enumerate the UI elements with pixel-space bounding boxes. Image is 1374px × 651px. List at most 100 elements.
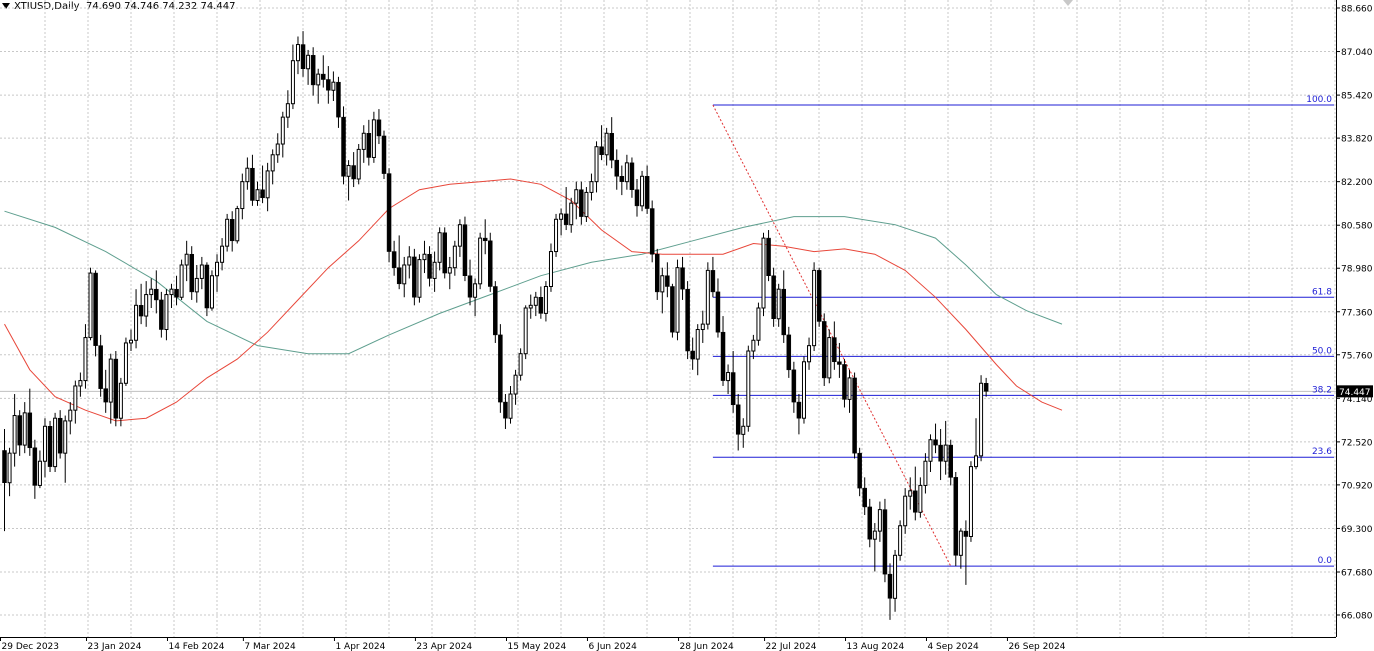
candle-body-bear[interactable] <box>619 176 625 182</box>
candle-body-bull[interactable] <box>134 304 139 341</box>
candle-body-bull[interactable] <box>356 148 361 180</box>
candle-body-bull[interactable] <box>569 202 574 226</box>
candle-body-bear[interactable] <box>376 119 382 137</box>
candle-body-bull[interactable] <box>437 232 442 263</box>
candle-body-bear[interactable] <box>953 477 959 556</box>
candle-body-bull[interactable] <box>68 409 73 422</box>
candle-body-bear[interactable] <box>154 288 159 301</box>
candle-body-bear[interactable] <box>27 412 33 449</box>
candle-body-bear[interactable] <box>326 79 331 91</box>
candle-body-bear[interactable] <box>98 345 103 389</box>
candle-body-bull[interactable] <box>513 374 518 395</box>
candle-body-bull[interactable] <box>407 256 412 266</box>
candle-body-bull[interactable] <box>144 294 149 317</box>
candle-body-bull[interactable] <box>123 342 128 384</box>
candle-body-bear[interactable] <box>766 237 771 276</box>
candle-body-bear[interactable] <box>310 55 316 86</box>
candle-body-bull[interactable] <box>42 425 47 462</box>
candle-body-bull[interactable] <box>78 380 83 387</box>
candle-body-bull[interactable] <box>53 417 58 468</box>
candle-body-bear[interactable] <box>204 264 210 309</box>
candle-body-bull[interactable] <box>548 251 553 287</box>
candle-body-bull[interactable] <box>908 490 913 497</box>
candle-body-bear[interactable] <box>837 361 842 365</box>
candle-body-bear[interactable] <box>781 288 786 336</box>
candle-body-bull[interactable] <box>827 337 832 379</box>
candle-body-bull[interactable] <box>478 237 483 285</box>
candle-body-bear[interactable] <box>832 337 837 363</box>
candle-body-bull[interactable] <box>184 253 189 266</box>
candle-body-bear[interactable] <box>336 81 341 118</box>
candle-body-bear[interactable] <box>412 256 417 298</box>
candle-body-bear[interactable] <box>503 401 508 419</box>
candle-body-bear[interactable] <box>467 275 473 298</box>
candle-body-bear[interactable] <box>189 253 194 293</box>
candle-body-bear[interactable] <box>983 383 989 392</box>
candle-body-bear[interactable] <box>32 447 38 486</box>
candle-body-bull[interactable] <box>705 269 710 325</box>
candle-body-bull[interactable] <box>660 275 665 293</box>
candle-body-bear[interactable] <box>493 286 498 336</box>
candle-body-bull[interactable] <box>432 261 437 279</box>
candle-body-bull[interactable] <box>295 44 300 62</box>
candle-body-bear[interactable] <box>498 334 503 403</box>
candle-body-bull[interactable] <box>473 283 478 298</box>
candle-body-bear[interactable] <box>93 272 98 346</box>
candle-body-bear[interactable] <box>579 189 584 217</box>
candle-body-bull[interactable] <box>235 208 240 242</box>
candle-body-bull[interactable] <box>22 412 27 446</box>
candle-body-bull[interactable] <box>776 288 781 320</box>
candle-body-bull[interactable] <box>761 237 766 309</box>
candle-body-bull[interactable] <box>371 119 376 158</box>
candle-body-bull[interactable] <box>306 54 311 70</box>
candle-body-bull[interactable] <box>447 267 452 274</box>
candle-body-bear[interactable] <box>634 189 640 207</box>
candle-body-bear[interactable] <box>862 487 867 508</box>
candle-body-bull[interactable] <box>402 264 407 285</box>
candle-body-bull[interactable] <box>457 224 462 247</box>
candle-body-bull[interactable] <box>169 288 174 296</box>
candle-body-bear[interactable] <box>933 439 938 446</box>
candle-body-bull[interactable] <box>422 253 427 261</box>
candle-body-bear[interactable] <box>391 251 397 268</box>
candle-body-bull[interactable] <box>543 285 548 314</box>
candle-body-bear[interactable] <box>2 450 7 483</box>
candle-body-bull[interactable] <box>417 259 422 298</box>
candle-body-bear[interactable] <box>821 321 827 379</box>
candle-body-bear[interactable] <box>341 116 346 177</box>
candle-body-bear[interactable] <box>538 297 544 314</box>
candle-body-bull[interactable] <box>361 132 366 150</box>
candle-body-bull[interactable] <box>129 339 133 344</box>
candle-body-bull[interactable] <box>943 444 948 462</box>
candle-body-bull[interactable] <box>12 415 17 454</box>
candle-body-bear[interactable] <box>300 44 306 70</box>
candle-body-bull[interactable] <box>240 181 245 210</box>
candle-body-bear[interactable] <box>229 219 235 242</box>
candle-body-bull[interactable] <box>958 530 963 556</box>
candle-body-bear[interactable] <box>690 350 695 360</box>
candle-body-bull[interactable] <box>746 350 751 427</box>
candle-body-bear[interactable] <box>771 275 776 320</box>
candle-body-bear[interactable] <box>381 135 387 174</box>
candle-body-bull[interactable] <box>807 345 812 363</box>
candle-body-bull[interactable] <box>898 525 903 556</box>
candle-body-bear[interactable] <box>138 305 144 317</box>
candle-body-bear[interactable] <box>57 417 63 454</box>
candle-body-bull[interactable] <box>149 288 154 296</box>
candle-body-bear[interactable] <box>948 444 953 478</box>
candle-body-bull[interactable] <box>918 484 923 513</box>
candle-body-bear[interactable] <box>351 165 356 180</box>
candle-body-bull[interactable] <box>108 358 113 403</box>
candle-body-bull[interactable] <box>640 175 645 207</box>
candle-body-bear[interactable] <box>599 146 604 156</box>
candle-body-bull[interactable] <box>265 170 270 199</box>
candle-body-bear[interactable] <box>963 530 969 537</box>
candle-body-bull[interactable] <box>968 466 973 538</box>
candle-body-bull[interactable] <box>7 452 12 484</box>
candle-body-bear[interactable] <box>488 240 493 287</box>
candle-body-bull[interactable] <box>624 162 629 183</box>
candle-body-bear[interactable] <box>796 401 802 419</box>
candle-body-bull[interactable] <box>559 213 564 220</box>
